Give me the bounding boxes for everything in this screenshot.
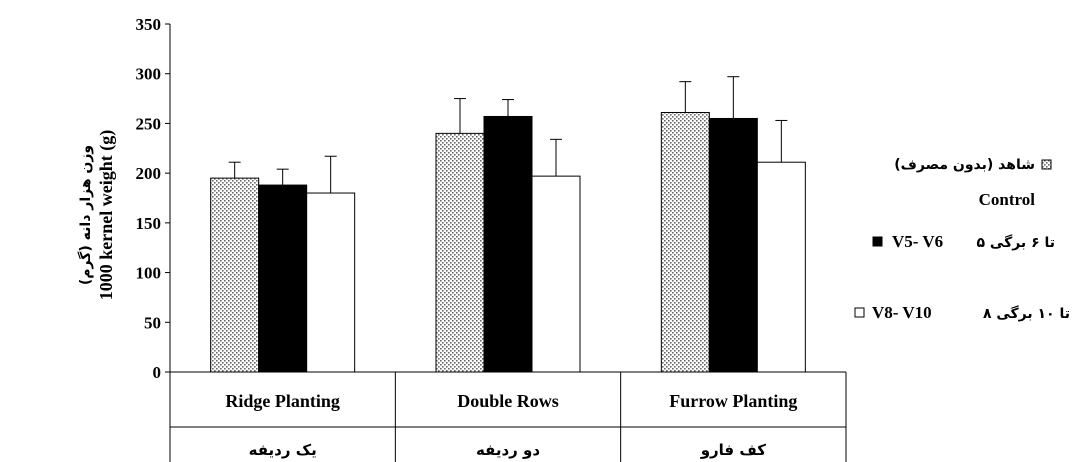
y-tick-label: 50: [144, 313, 161, 332]
legend: شاهد (بدون مصرف) Control V5- V6 ۵ تا ۶ ب…: [854, 157, 1070, 322]
y-tick-label: 250: [136, 114, 162, 133]
x-category-label-double-rows: Double Rows: [457, 391, 559, 411]
x-category-label-persian: کف فارو: [700, 441, 766, 459]
x-category-label-persian: دو ردیفه: [476, 441, 540, 459]
legend-label-v5-v6-fa: ۵ تا ۶ برگی: [976, 234, 1055, 251]
x-category-label-furrow-planting: Furrow Planting: [669, 391, 797, 411]
bars: [210, 111, 806, 373]
bar-furrow-planting-series-2: [708, 117, 758, 373]
legend-label-control-fa: شاهد (بدون مصرف): [894, 157, 1035, 173]
legend-label-v8-v10-fa: ۸ تا ۱۰ برگی: [983, 305, 1070, 322]
bar-ridge-planting-series-3: [306, 192, 356, 373]
bar-double-rows-series-2: [483, 115, 533, 373]
y-tick-label: 150: [136, 214, 162, 233]
bar-ridge-planting-series-2: [258, 184, 308, 373]
bar-furrow-planting-series-3: [756, 161, 806, 373]
y-axis-title-persian: وزن هزار دانه (گرم): [77, 145, 94, 285]
x-category-label-persian: یک ردیفه: [249, 441, 317, 459]
y-tick-label: 200: [136, 164, 162, 183]
axes: 0 50 100 150 200 250 300 350: [136, 15, 847, 462]
legend-label-control-en: Control: [979, 190, 1036, 209]
y-tick-label: 350: [136, 15, 162, 34]
legend-swatch-control: [1041, 159, 1052, 170]
bar-ridge-planting-series-1: [210, 177, 260, 373]
x-category-label-ridge-planting: Ridge Planting: [225, 391, 340, 411]
bar-double-rows-series-3: [531, 175, 581, 373]
category-labels: Ridge Planting یک ردیفه Double Rows دو ردیف…: [225, 391, 797, 459]
legend-label-v5-v6-en: V5- V6: [892, 232, 943, 251]
bar-double-rows-series-1: [435, 132, 485, 373]
legend-swatch-v8-v10: [854, 307, 865, 318]
y-tick-label: 100: [136, 264, 162, 283]
y-axis-title: 1000 kernel weight (g): [96, 130, 117, 300]
y-tick-label: 300: [136, 65, 162, 84]
error-bars: [228, 76, 788, 194]
bar-furrow-planting-series-1: [660, 111, 710, 373]
legend-swatch-v5-v6: [872, 236, 883, 247]
y-tick-label: 0: [153, 363, 162, 382]
legend-label-v8-v10-en: V8- V10: [872, 303, 932, 322]
